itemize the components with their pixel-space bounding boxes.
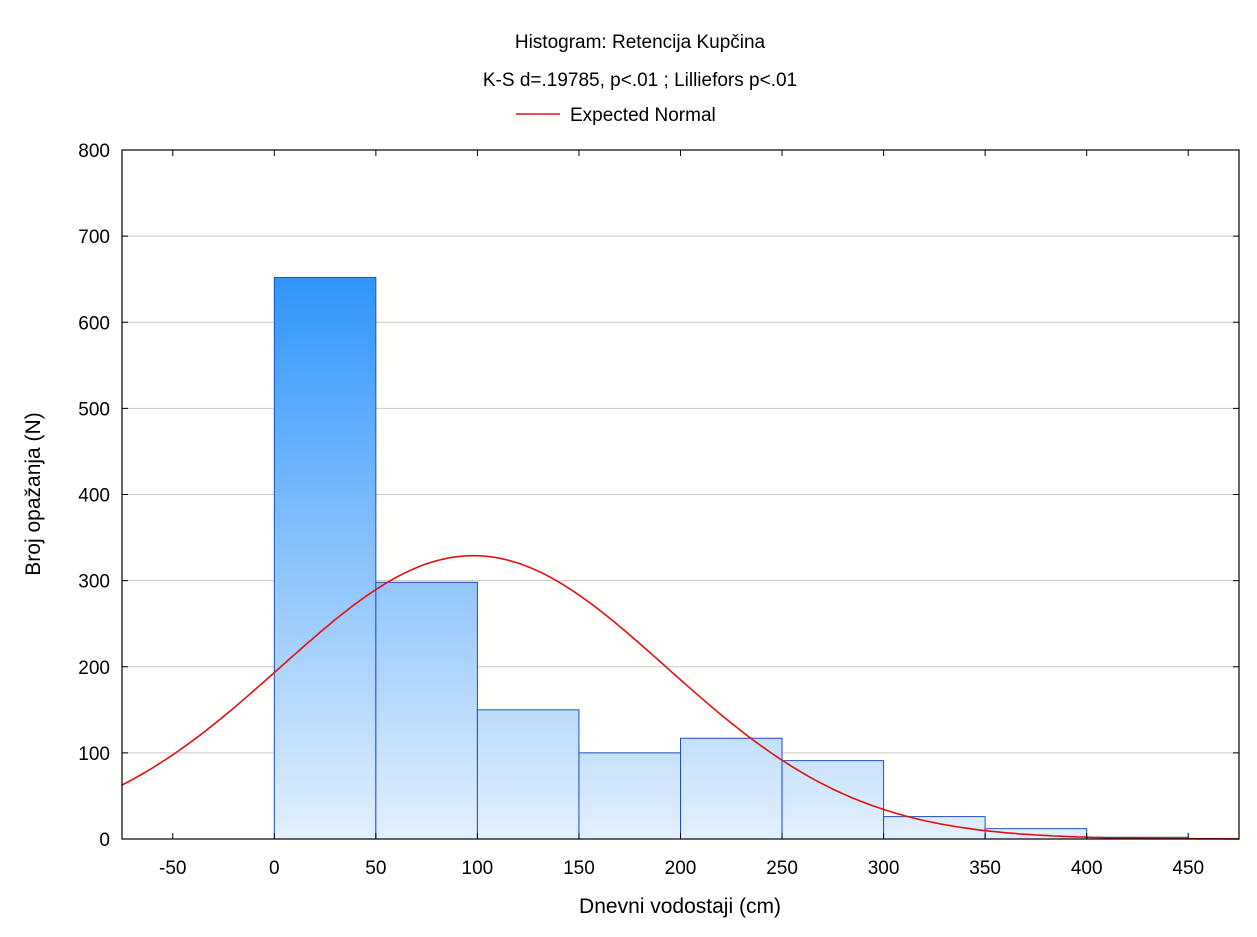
y-tick-label: 200 — [78, 658, 110, 679]
expected-normal-curve — [121, 554, 1239, 840]
histogram-bar — [883, 816, 986, 840]
x-tick-label: 250 — [766, 858, 798, 879]
x-axis-label: Dnevni vodostaji (cm) — [579, 895, 781, 918]
y-tick-label: 700 — [78, 227, 110, 248]
y-axis-label: Broj opažanja (N) — [22, 412, 45, 575]
x-tick-label: 50 — [365, 858, 386, 879]
x-axis-ticks: -50 0 50 100 150 200 250 300 350 400 450 — [159, 150, 1204, 879]
y-tick-label: 0 — [99, 830, 110, 851]
histogram-bar — [273, 276, 377, 840]
chart-title: Histogram: Retencija Kupčina — [515, 32, 766, 53]
legend-label: Expected Normal — [570, 105, 716, 126]
histogram-bars — [273, 276, 1189, 840]
x-tick-label: 300 — [868, 858, 900, 879]
x-tick-label: 450 — [1172, 858, 1204, 879]
histogram-chart: Histogram: Retencija Kupčina K-S d=.1978… — [22, 32, 1240, 918]
y-tick-label: 600 — [78, 313, 110, 334]
legend: Expected Normal — [516, 105, 716, 126]
y-tick-label: 500 — [78, 399, 110, 420]
x-tick-label: -50 — [159, 858, 186, 879]
histogram-bar — [375, 581, 478, 840]
x-tick-label: 150 — [563, 858, 595, 879]
x-tick-label: 200 — [665, 858, 697, 879]
y-tick-label: 100 — [78, 744, 110, 765]
chart-subtitle: K-S d=.19785, p<.01 ; Lilliefors p<.01 — [483, 70, 797, 91]
histogram-bar — [476, 709, 580, 840]
histogram-bar — [578, 752, 681, 840]
y-axis-ticks: 0 100 200 300 400 500 600 700 800 — [78, 141, 1239, 851]
x-tick-label: 100 — [462, 858, 494, 879]
chart-frame: Histogram: Retencija Kupčina K-S d=.1978… — [8, 8, 1248, 930]
x-tick-label: 0 — [269, 858, 280, 879]
y-tick-label: 300 — [78, 572, 110, 593]
x-tick-label: 400 — [1071, 858, 1103, 879]
y-tick-label: 400 — [78, 486, 110, 507]
histogram-bar — [680, 737, 783, 840]
y-tick-label: 800 — [78, 141, 110, 162]
histogram-bar — [781, 760, 885, 840]
x-tick-label: 350 — [969, 858, 1001, 879]
